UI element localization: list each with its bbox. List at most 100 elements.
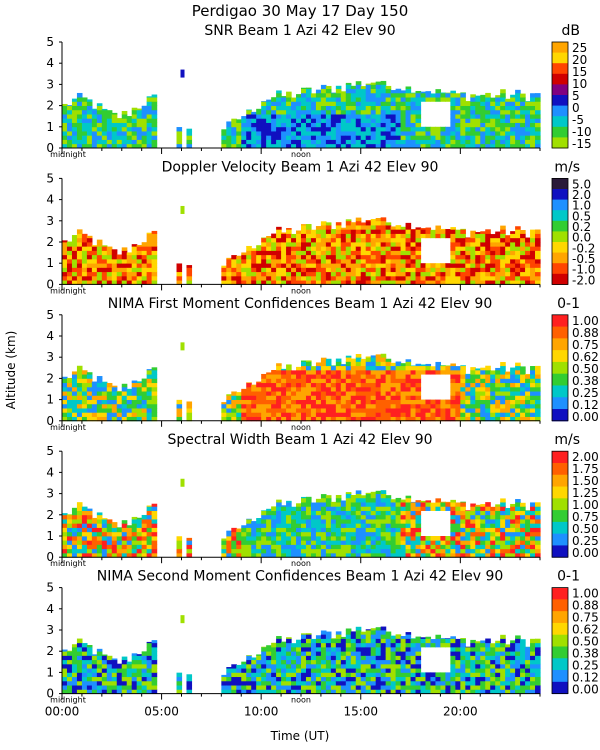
heatmap-cell <box>470 540 476 545</box>
heatmap-cell <box>535 229 541 234</box>
heatmap-cell <box>455 395 461 400</box>
heatmap-cell <box>315 659 322 665</box>
heatmap-cell <box>370 139 377 145</box>
heatmap-cell <box>76 246 83 251</box>
heatmap-cell <box>325 263 332 268</box>
heatmap-cell <box>310 531 317 537</box>
heatmap-cell <box>320 552 327 558</box>
heatmap-cell <box>131 653 138 656</box>
heatmap-cell <box>445 536 451 541</box>
heatmap-cell <box>301 544 307 550</box>
heatmap-cell <box>281 676 287 682</box>
heatmap-cell <box>315 646 322 652</box>
heatmap-cell <box>535 275 541 281</box>
heatmap-cell <box>101 527 108 533</box>
heatmap-cell <box>345 493 352 499</box>
heatmap-cell <box>141 663 148 669</box>
heatmap-cell <box>405 229 412 234</box>
heatmap-cell <box>62 395 68 400</box>
heatmap-cell <box>390 242 397 247</box>
heatmap-cell <box>86 645 93 648</box>
heatmap-cell <box>350 680 357 686</box>
heatmap-cell <box>360 378 367 384</box>
heatmap-cell <box>86 139 93 145</box>
heatmap-cell <box>281 280 287 285</box>
heatmap-cell <box>276 659 282 665</box>
heatmap-cell <box>261 382 267 388</box>
heatmap-cell <box>261 374 267 379</box>
heatmap-cell <box>485 531 491 537</box>
heatmap-cell <box>490 237 496 243</box>
heatmap-cell <box>505 540 511 545</box>
heatmap-cell <box>500 378 506 384</box>
heatmap-cell <box>91 399 98 405</box>
heatmap-cell <box>131 107 138 111</box>
heatmap-cell <box>355 395 362 400</box>
heatmap-cell <box>261 668 267 673</box>
heatmap-cell <box>485 97 491 102</box>
heatmap-cell <box>66 685 73 690</box>
heatmap-cell <box>81 540 88 545</box>
heatmap-cell <box>330 135 337 140</box>
heatmap-cell <box>281 131 287 136</box>
heatmap-cell <box>305 131 312 136</box>
heatmap-cell <box>500 89 506 94</box>
heatmap-cell <box>410 365 417 371</box>
heatmap-cell <box>281 689 287 694</box>
heatmap-cell <box>415 502 422 507</box>
heatmap-cell <box>375 369 382 375</box>
heatmap-cell <box>360 369 367 375</box>
heatmap-cell <box>310 263 317 268</box>
heatmap-cell <box>62 659 68 665</box>
heatmap-cell <box>146 672 153 678</box>
heatmap-cell <box>390 635 397 639</box>
heatmap-cell <box>231 416 237 422</box>
heatmap-cell <box>500 92 506 98</box>
heatmap-cell <box>325 135 332 140</box>
heatmap-cell <box>460 139 466 145</box>
heatmap-cell <box>345 514 352 520</box>
heatmap-cell <box>310 655 317 661</box>
heatmap-cell <box>320 680 327 686</box>
heatmap-cell <box>490 258 496 264</box>
heatmap-cell <box>475 114 481 119</box>
heatmap-cell <box>330 642 337 648</box>
heatmap-cell <box>420 412 427 417</box>
heatmap-cell <box>430 275 437 281</box>
heatmap-cell <box>315 369 322 375</box>
heatmap-cell <box>465 250 471 256</box>
heatmap-cell <box>151 503 158 507</box>
heatmap-cell <box>345 233 352 239</box>
heatmap-cell <box>415 101 422 106</box>
heatmap-cell <box>380 527 387 533</box>
heatmap-cell <box>301 395 307 400</box>
heatmap-cell <box>530 246 536 251</box>
heatmap-cell <box>236 403 242 409</box>
heatmap-cell <box>370 267 377 273</box>
heatmap-cell <box>365 544 372 550</box>
heatmap-cell <box>375 88 382 94</box>
heatmap-cell <box>305 540 312 545</box>
heatmap-cell <box>271 109 277 115</box>
heatmap-cell <box>76 233 83 239</box>
heatmap-cell <box>415 229 422 234</box>
heatmap-cell <box>415 403 422 409</box>
heatmap-cell <box>271 382 277 388</box>
heatmap-cell <box>136 552 143 558</box>
heatmap-cell <box>390 502 397 507</box>
heatmap-cell <box>151 280 158 285</box>
colorbar-label: 0.12 <box>572 398 599 412</box>
heatmap-cell <box>271 395 277 400</box>
heatmap-cell <box>81 258 88 264</box>
heatmap-cell <box>410 514 417 520</box>
heatmap-cell <box>485 399 491 405</box>
heatmap-cell <box>505 399 511 405</box>
heatmap-cell <box>101 122 108 128</box>
heatmap-cell <box>231 271 237 277</box>
heatmap-cell <box>256 412 262 417</box>
heatmap-cell <box>345 540 352 545</box>
heatmap-cell <box>305 395 312 400</box>
heatmap-cell <box>221 552 227 558</box>
heatmap-cell <box>231 676 237 682</box>
heatmap-cell <box>246 254 252 260</box>
